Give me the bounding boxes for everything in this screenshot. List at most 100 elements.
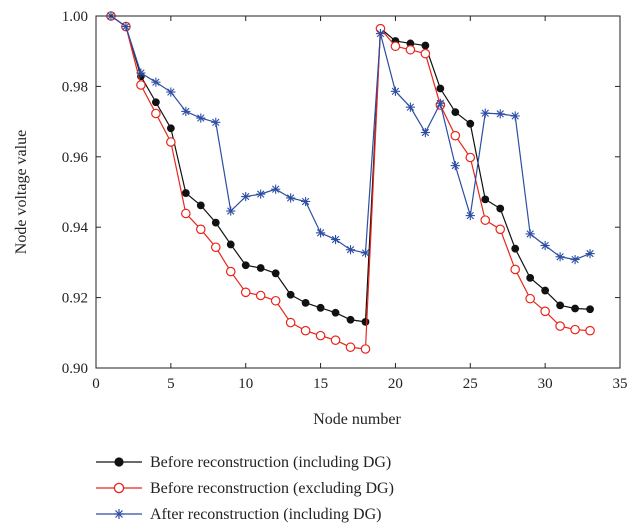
data-point xyxy=(480,108,490,118)
data-point xyxy=(241,261,250,270)
data-point xyxy=(345,342,356,353)
data-point xyxy=(496,204,505,213)
data-point xyxy=(196,113,206,123)
data-point xyxy=(316,303,325,312)
data-point xyxy=(451,108,460,116)
data-point xyxy=(541,286,550,295)
data-point xyxy=(226,240,235,249)
plot-frame xyxy=(95,15,621,369)
data-point xyxy=(556,301,565,310)
data-point xyxy=(495,109,505,119)
data-point xyxy=(510,264,520,275)
data-point xyxy=(271,184,281,194)
data-point xyxy=(240,287,251,298)
data-point xyxy=(360,344,371,354)
data-point xyxy=(450,161,460,171)
data-point xyxy=(256,189,266,199)
data-point xyxy=(151,98,160,107)
data-point xyxy=(465,210,475,221)
series-2 xyxy=(106,11,595,354)
data-point xyxy=(360,248,371,258)
y-axis-label: Node voltage value xyxy=(13,130,30,254)
legend-marker-asterisk xyxy=(114,509,124,519)
data-point xyxy=(345,245,356,255)
x-axis-label: Node number xyxy=(313,411,401,428)
data-point xyxy=(570,254,580,265)
data-point xyxy=(555,321,565,331)
data-point xyxy=(420,48,431,59)
data-point xyxy=(390,41,401,52)
y-tick-label: 0.96 xyxy=(62,150,89,166)
data-point xyxy=(525,229,535,239)
data-point xyxy=(196,201,205,210)
legend-entry-including-dg: Before reconstruction (including DG) xyxy=(96,454,391,471)
y-tick-label: 0.94 xyxy=(62,220,89,236)
data-point xyxy=(226,206,236,216)
data-point xyxy=(540,240,550,251)
data-point xyxy=(331,308,340,317)
data-point xyxy=(256,264,265,272)
x-tick-label: 20 xyxy=(388,376,403,392)
data-point xyxy=(136,80,146,90)
legend-label: Before reconstruction (excluding DG) xyxy=(150,480,394,497)
data-point xyxy=(181,106,191,116)
x-tick-label: 5 xyxy=(167,376,175,392)
series-3 xyxy=(106,11,595,265)
data-point xyxy=(151,108,161,119)
x-tick-label: 10 xyxy=(238,376,253,392)
data-point xyxy=(301,196,311,207)
legend-label: Before reconstruction (including DG) xyxy=(150,454,391,471)
data-point xyxy=(330,234,341,245)
data-point xyxy=(570,324,580,335)
legend: Before reconstruction (including DG) Bef… xyxy=(96,454,394,523)
data-point xyxy=(300,325,311,336)
data-point xyxy=(540,306,550,317)
data-point xyxy=(241,191,251,202)
data-point xyxy=(211,218,220,227)
data-point xyxy=(495,224,506,235)
legend-marker-filled-circle xyxy=(114,457,124,467)
data-point xyxy=(255,290,266,301)
data-point xyxy=(436,84,445,93)
data-point xyxy=(390,86,401,96)
data-point xyxy=(315,330,326,341)
data-point xyxy=(361,317,370,326)
data-point xyxy=(555,252,565,262)
data-point xyxy=(586,305,594,314)
data-point xyxy=(330,335,341,345)
data-point xyxy=(465,152,476,163)
data-point xyxy=(405,102,415,112)
x-tick-label: 15 xyxy=(313,376,328,392)
series-line xyxy=(110,15,591,261)
data-point xyxy=(511,244,520,253)
y-tick-label: 0.92 xyxy=(62,291,88,307)
data-point xyxy=(121,21,131,32)
data-point xyxy=(405,44,416,55)
data-point xyxy=(466,119,475,128)
data-point xyxy=(136,68,146,78)
data-point xyxy=(210,242,221,253)
series-1 xyxy=(107,12,594,326)
data-point xyxy=(525,293,535,304)
data-point xyxy=(196,224,206,235)
data-point xyxy=(286,193,296,203)
data-point xyxy=(526,273,535,282)
data-point xyxy=(585,325,595,336)
data-point xyxy=(315,228,326,238)
data-point xyxy=(181,208,191,219)
data-point xyxy=(301,298,310,307)
data-point xyxy=(421,41,430,50)
data-point xyxy=(480,215,491,225)
y-tick-label: 1.00 xyxy=(62,9,88,25)
legend-label: After reconstruction (including DG) xyxy=(150,506,381,523)
legend-marker-hollow-circle xyxy=(113,482,125,494)
data-point xyxy=(585,249,595,259)
legend-entry-after-reconstruction: After reconstruction (including DG) xyxy=(96,506,381,523)
x-tick-label: 0 xyxy=(92,376,100,392)
x-tick-label: 25 xyxy=(463,376,478,392)
data-point xyxy=(166,137,176,147)
data-point xyxy=(510,111,520,121)
y-tick-label: 0.90 xyxy=(62,361,88,377)
data-point xyxy=(166,124,175,133)
